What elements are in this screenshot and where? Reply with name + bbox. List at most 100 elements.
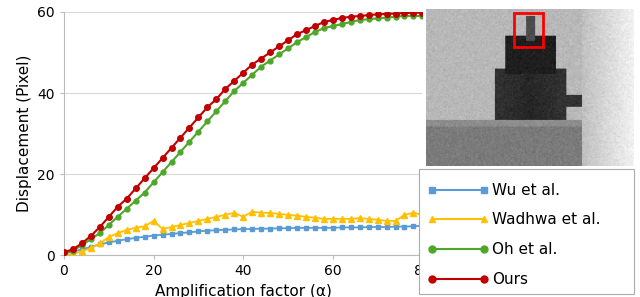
Wadhwa et al. xyxy=(132,226,140,230)
Oh et al. xyxy=(132,199,140,203)
Oh et al. xyxy=(105,223,113,227)
Wadhwa et al. xyxy=(123,228,131,232)
Ours xyxy=(365,13,372,17)
Ours xyxy=(168,146,175,150)
Ours xyxy=(221,87,229,91)
Wadhwa et al. xyxy=(266,211,274,214)
Ours xyxy=(392,12,399,15)
Wadhwa et al. xyxy=(186,221,193,225)
Ours xyxy=(401,11,408,15)
FancyBboxPatch shape xyxy=(419,169,634,294)
Wadhwa et al. xyxy=(177,223,184,227)
Oh et al. xyxy=(96,231,104,235)
Ours xyxy=(284,39,292,42)
Text: Wu et al.: Wu et al. xyxy=(492,183,560,198)
Wadhwa et al. xyxy=(141,225,148,228)
Wadhwa et al. xyxy=(419,213,426,217)
Oh et al. xyxy=(141,191,148,194)
Wu et al. xyxy=(401,225,408,228)
Y-axis label: Displacement (Pixel): Displacement (Pixel) xyxy=(17,55,32,212)
Wu et al. xyxy=(347,226,355,229)
Wu et al. xyxy=(204,229,211,233)
Ours xyxy=(60,250,68,254)
Wu et al. xyxy=(168,232,175,236)
Wu et al. xyxy=(248,227,256,231)
Ours xyxy=(150,166,157,170)
Wadhwa et al. xyxy=(257,211,265,214)
Wadhwa et al. xyxy=(365,217,372,221)
Wu et al. xyxy=(114,239,122,243)
Oh et al. xyxy=(347,20,355,24)
Oh et al. xyxy=(150,181,157,184)
Ours xyxy=(78,241,86,245)
Wadhwa et al. xyxy=(69,252,77,256)
Text: Wadhwa et al.: Wadhwa et al. xyxy=(492,212,600,227)
Oh et al. xyxy=(230,89,238,93)
Wadhwa et al. xyxy=(168,225,175,229)
Wu et al. xyxy=(221,228,229,232)
Wadhwa et al. xyxy=(275,212,283,216)
Wu et al. xyxy=(365,225,372,229)
Oh et al. xyxy=(266,59,274,62)
Wadhwa et al. xyxy=(284,213,292,217)
Wadhwa et al. xyxy=(302,215,310,219)
Oh et al. xyxy=(78,244,86,247)
Wu et al. xyxy=(275,226,283,230)
Wu et al. xyxy=(186,230,193,234)
Ours xyxy=(347,15,355,18)
Text: Ours: Ours xyxy=(492,271,528,287)
Ours xyxy=(374,12,381,16)
Oh et al. xyxy=(87,237,95,241)
Wadhwa et al. xyxy=(105,235,113,239)
Ours xyxy=(410,11,417,15)
Oh et al. xyxy=(60,252,68,255)
Wu et al. xyxy=(150,234,157,237)
Wu et al. xyxy=(230,228,238,231)
Wu et al. xyxy=(374,225,381,229)
Wu et al. xyxy=(141,235,148,238)
Oh et al. xyxy=(365,18,372,21)
Ours xyxy=(266,51,274,54)
Wu et al. xyxy=(60,252,68,255)
Wu et al. xyxy=(284,226,292,230)
Wadhwa et al. xyxy=(230,211,238,214)
Ours xyxy=(204,105,211,109)
Wu et al. xyxy=(87,245,95,249)
Oh et al. xyxy=(392,15,399,18)
Wu et al. xyxy=(132,236,140,240)
Ours xyxy=(383,12,390,16)
Ours xyxy=(195,116,202,119)
Wadhwa et al. xyxy=(195,219,202,223)
Ours xyxy=(338,16,346,20)
Oh et al. xyxy=(401,14,408,18)
Bar xyxy=(514,13,543,47)
Text: Oh et al.: Oh et al. xyxy=(492,242,557,257)
Oh et al. xyxy=(239,81,247,85)
Ours xyxy=(123,197,131,200)
Ours xyxy=(302,28,310,32)
Oh et al. xyxy=(221,99,229,103)
Oh et al. xyxy=(69,249,77,252)
Wadhwa et al. xyxy=(401,213,408,217)
Wu et al. xyxy=(159,233,166,236)
Oh et al. xyxy=(114,215,122,219)
Line: Wu et al.: Wu et al. xyxy=(61,223,425,256)
Ours xyxy=(186,126,193,129)
Ours xyxy=(212,97,220,101)
Oh et al. xyxy=(320,26,328,30)
Wadhwa et al. xyxy=(392,219,399,223)
Wu et al. xyxy=(78,247,86,251)
Ours xyxy=(230,79,238,83)
Wadhwa et al. xyxy=(347,217,355,221)
Oh et al. xyxy=(302,35,310,39)
Ours xyxy=(329,18,337,22)
Wadhwa et al. xyxy=(204,217,211,221)
Ours xyxy=(275,45,283,48)
X-axis label: Amplification factor (α): Amplification factor (α) xyxy=(155,284,332,297)
Wadhwa et al. xyxy=(329,217,337,221)
Oh et al. xyxy=(338,22,346,26)
Ours xyxy=(248,63,256,67)
Wu et al. xyxy=(419,224,426,228)
Wu et al. xyxy=(329,226,337,230)
Wu et al. xyxy=(410,225,417,228)
